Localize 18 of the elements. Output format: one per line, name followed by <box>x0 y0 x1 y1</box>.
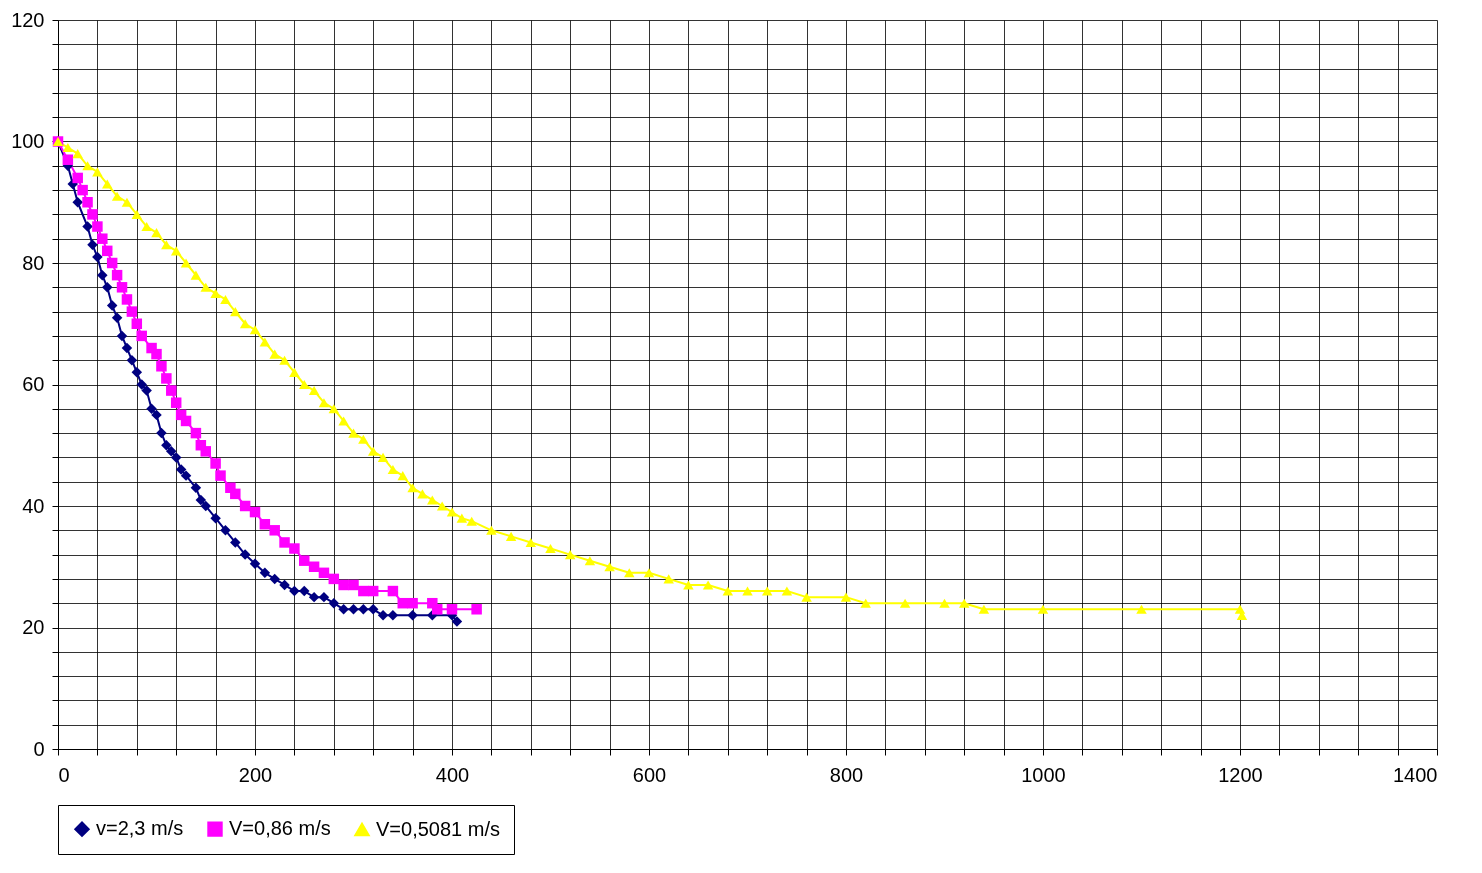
y-tick-label: 120 <box>11 8 45 31</box>
y-tick-label: 0 <box>33 737 45 760</box>
y-tick-label: 60 <box>22 373 45 395</box>
legend-label: v=2,3 m/s <box>96 817 184 840</box>
y-tick-label: 100 <box>11 130 45 152</box>
y-tick-label: 80 <box>22 251 45 274</box>
x-tick-label: 200 <box>238 763 273 786</box>
legend-label: V=0,5081 m/s <box>376 817 500 840</box>
x-tick-label: 600 <box>632 763 667 786</box>
x-tick-label: 1400 <box>1393 763 1438 786</box>
x-tick-label: 800 <box>829 763 864 786</box>
x-tick-label: 0 <box>58 763 70 786</box>
x-tick-label: 1200 <box>1218 763 1263 786</box>
x-tick-label: 400 <box>435 763 470 786</box>
legend-label: V=0,86 m/s <box>229 817 331 840</box>
x-tick-label: 1000 <box>1021 763 1066 786</box>
y-tick-label: 40 <box>22 494 45 517</box>
y-tick-label: 20 <box>22 616 45 638</box>
